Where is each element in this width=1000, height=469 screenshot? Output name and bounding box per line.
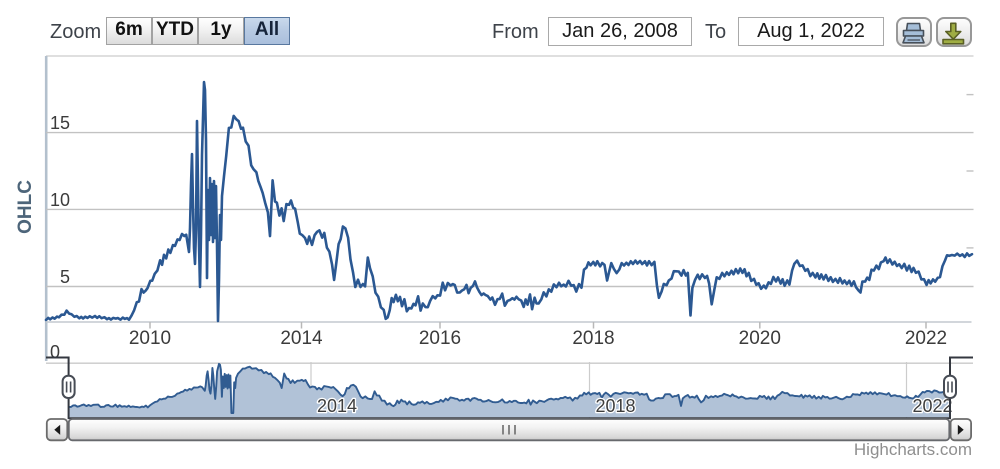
svg-text:15: 15 [50,113,70,133]
svg-text:5: 5 [60,267,70,287]
svg-text:2014: 2014 [280,328,323,349]
svg-text:0: 0 [50,342,60,362]
svg-text:10: 10 [50,190,70,210]
svg-text:2014: 2014 [317,396,357,416]
svg-text:OHLC: OHLC [15,180,36,234]
svg-text:2018: 2018 [596,396,636,416]
svg-text:2022: 2022 [905,328,947,349]
svg-text:2016: 2016 [419,328,461,349]
svg-text:Highcharts.com: Highcharts.com [854,440,972,459]
svg-text:2010: 2010 [129,328,171,349]
svg-text:2022: 2022 [913,396,953,416]
svg-text:2020: 2020 [739,328,781,349]
svg-text:2018: 2018 [572,328,614,349]
